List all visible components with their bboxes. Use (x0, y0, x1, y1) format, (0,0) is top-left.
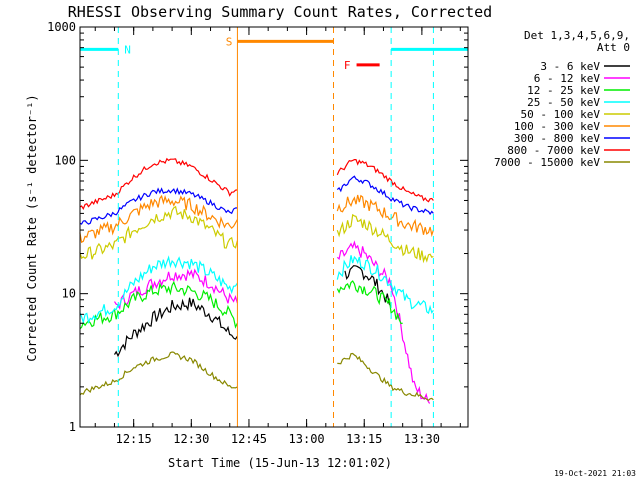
y-tick-label-3: 1000 (47, 20, 76, 34)
series-line-2-0 (79, 280, 238, 330)
x-tick-label-2: 12:45 (231, 432, 267, 446)
legend-header-1: Att 0 (597, 41, 630, 54)
series-line-5-1 (336, 194, 434, 238)
series-line-1-0 (113, 268, 238, 311)
legend-label-3: 25 - 50 keV (527, 96, 600, 109)
series-line-3-1 (336, 255, 434, 315)
annotation-layer: N S F (80, 27, 468, 427)
series-line-7-1 (336, 159, 434, 203)
series-line-8-0 (79, 351, 238, 396)
annotation-label-flare: F (344, 59, 351, 72)
series-line-7-0 (79, 157, 238, 210)
plot-frame (79, 26, 469, 428)
series-line-8-1 (337, 352, 434, 402)
x-axis-title: Start Time (15-Jun-13 12:01:02) (168, 456, 392, 470)
x-tick-label-5: 13:30 (404, 432, 440, 446)
footer-date: 19-Oct-2021 21:03 (554, 469, 636, 478)
series-line-6-1 (336, 175, 434, 216)
y-tick-label-2: 100 (54, 153, 76, 167)
legend-label-7: 800 - 7000 keV (507, 144, 600, 157)
y-axis-title: Corrected Count Rate (s⁻¹ detector⁻¹) (25, 94, 39, 361)
series-line-6-0 (79, 187, 238, 225)
y-tick-label-0: 1 (69, 420, 76, 434)
annotation-label-SAA: S (226, 35, 233, 48)
series-line-5-0 (79, 194, 238, 244)
legend-label-4: 50 - 100 keV (521, 108, 601, 121)
series-line-3-0 (79, 255, 238, 325)
y-tick-label-1: 10 (62, 287, 76, 301)
legend-label-2: 12 - 25 keV (527, 84, 600, 97)
series-line-4-0 (79, 205, 238, 260)
legend-label-5: 100 - 300 keV (514, 120, 600, 133)
x-tick-label-3: 13:00 (289, 432, 325, 446)
legend-header-0: Det 1,3,4,5,6,9, (524, 29, 630, 42)
series-layer (79, 157, 434, 404)
axes-layer: 1 10 100 1000 12:15 12:30 12:45 13:00 13:15 13:30 (47, 20, 469, 446)
x-tick-label-0: 12:15 (116, 432, 152, 446)
legend-label-1: 6 - 12 keV (534, 72, 601, 85)
legend-label-0: 3 - 6 keV (540, 60, 600, 73)
legend-label-6: 300 - 800 keV (514, 132, 600, 145)
series-line-4-1 (336, 213, 434, 264)
series-line-0-1 (344, 265, 392, 307)
series-line-0-0 (113, 297, 238, 358)
y-axis-label: Corrected Count Rate (s⁻¹ detector⁻¹) (25, 94, 39, 361)
annotation-label-night: N (124, 43, 131, 56)
chart-title: RHESSI Observing Summary Count Rates, Co… (68, 3, 492, 21)
series-line-2-1 (336, 280, 403, 325)
x-tick-label-1: 12:30 (173, 432, 209, 446)
series-line-1-1 (336, 240, 431, 404)
legend-label-8: 7000 - 15000 keV (494, 156, 600, 169)
x-tick-label-4: 13:15 (346, 432, 382, 446)
